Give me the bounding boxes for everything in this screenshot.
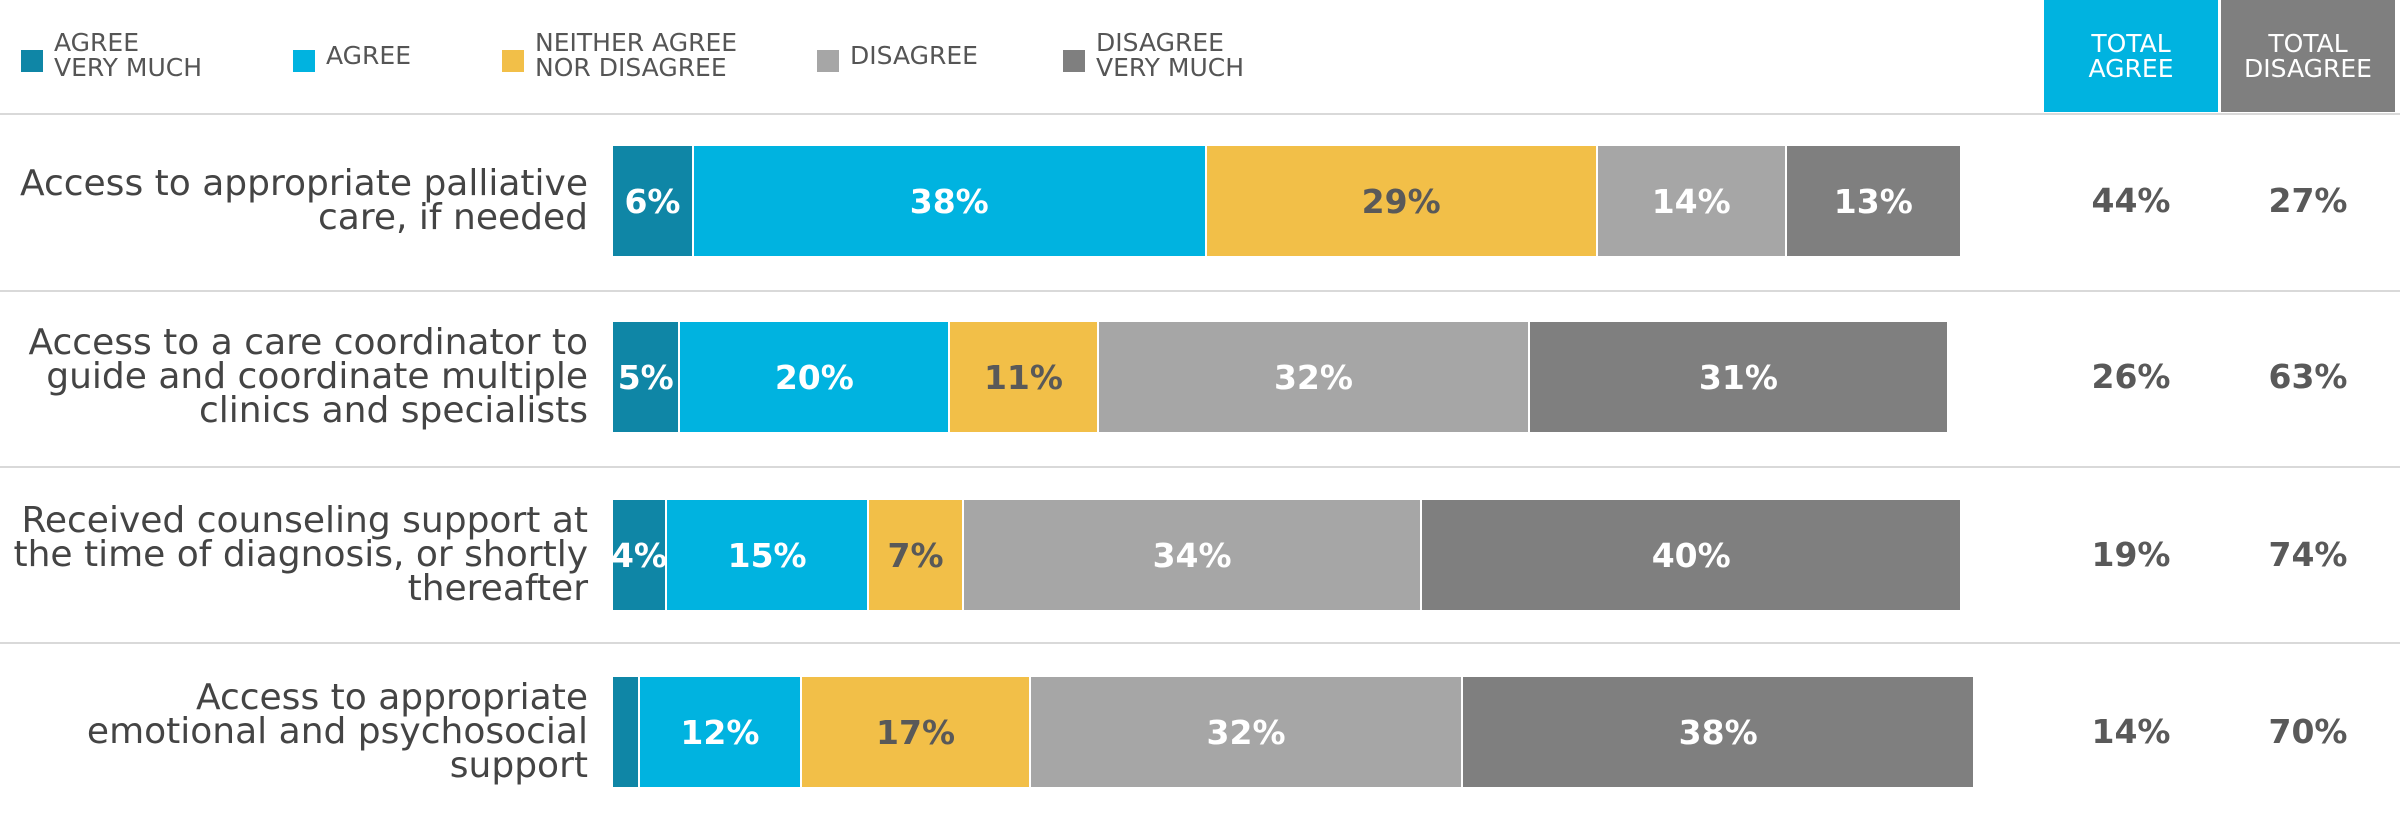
- total-value: 63%: [2268, 357, 2348, 396]
- bar-segment: 34%: [963, 500, 1421, 610]
- bar-segment: 17%: [801, 677, 1030, 787]
- total-header: TOTAL AGREE: [2044, 0, 2218, 112]
- legend-label: AGREE: [326, 41, 411, 70]
- value-label: 13%: [1833, 181, 1913, 221]
- value-label: 34%: [1152, 535, 1232, 575]
- value-label: 15%: [727, 535, 807, 575]
- legend-label: DISAGREE VERY MUCH: [1096, 28, 1245, 82]
- value-label: 31%: [1698, 357, 1778, 397]
- category-label: Access to appropriate emotional and psyc…: [86, 677, 588, 786]
- row-separator: [0, 113, 2400, 115]
- bar-segment: 14%: [1597, 146, 1785, 256]
- bar-segment: 38%: [1462, 677, 1974, 787]
- value-label: 17%: [876, 712, 956, 752]
- legend-swatch: [293, 50, 315, 72]
- bar-segment: 29%: [1206, 146, 1596, 256]
- value-label: 4%: [610, 535, 667, 575]
- total-value: 44%: [2091, 181, 2171, 220]
- bar-segment: 5%: [613, 322, 679, 432]
- value-label: 38%: [1678, 712, 1758, 752]
- legend-label: DISAGREE: [850, 41, 978, 70]
- bar-segment: 11%: [950, 322, 1097, 432]
- value-label: 12%: [680, 712, 760, 752]
- total-value: 26%: [2091, 357, 2171, 396]
- category-label: Access to a care coordinator to guide an…: [28, 322, 589, 431]
- value-label: 38%: [909, 181, 989, 221]
- value-label: 7%: [887, 535, 944, 575]
- value-label: 29%: [1361, 181, 1441, 221]
- legend-label: NEITHER AGREE NOR DISAGREE: [535, 28, 738, 82]
- value-label: 20%: [774, 357, 854, 397]
- value-label: 40%: [1651, 535, 1731, 575]
- row-separator: [0, 466, 2400, 468]
- bar-segment: [613, 677, 638, 787]
- row-separator: [0, 642, 2400, 644]
- bar-segment: 38%: [693, 146, 1205, 256]
- bar-segment: 13%: [1786, 146, 1960, 256]
- total-value: 70%: [2268, 712, 2348, 751]
- value-label: 32%: [1206, 712, 1286, 752]
- total-value: 19%: [2091, 535, 2171, 574]
- bar-segment: 4%: [610, 500, 667, 610]
- bar-segment: 15%: [666, 500, 868, 610]
- category-label: Access to appropriate palliative care, i…: [19, 163, 588, 238]
- bar-segment: 31%: [1530, 322, 1947, 432]
- row-separator: [0, 290, 2400, 292]
- legend-swatch: [21, 50, 43, 72]
- value-label: 6%: [624, 181, 681, 221]
- legend-swatch: [502, 50, 524, 72]
- bar-segment: 40%: [1422, 500, 1960, 610]
- bar-segment: 20%: [680, 322, 949, 432]
- category-label: Received counseling support at the time …: [13, 500, 588, 609]
- value-label: 32%: [1273, 357, 1353, 397]
- bar-segment: 6%: [613, 146, 692, 256]
- legend-swatch: [1063, 50, 1085, 72]
- legend-label: AGREE VERY MUCH: [54, 28, 203, 82]
- bar-segment: 7%: [869, 500, 962, 610]
- value-label: 11%: [983, 357, 1063, 397]
- bar-segment: 12%: [639, 677, 800, 787]
- total-value: 14%: [2091, 712, 2171, 751]
- total-header: TOTAL DISAGREE: [2221, 0, 2395, 112]
- legend-swatch: [817, 50, 839, 72]
- value-label: 5%: [617, 357, 674, 397]
- total-value: 74%: [2268, 535, 2348, 574]
- total-value: 27%: [2268, 181, 2348, 220]
- bar-segment: 32%: [1098, 322, 1529, 432]
- bar-segment: 32%: [1031, 677, 1461, 787]
- value-label: 14%: [1651, 181, 1731, 221]
